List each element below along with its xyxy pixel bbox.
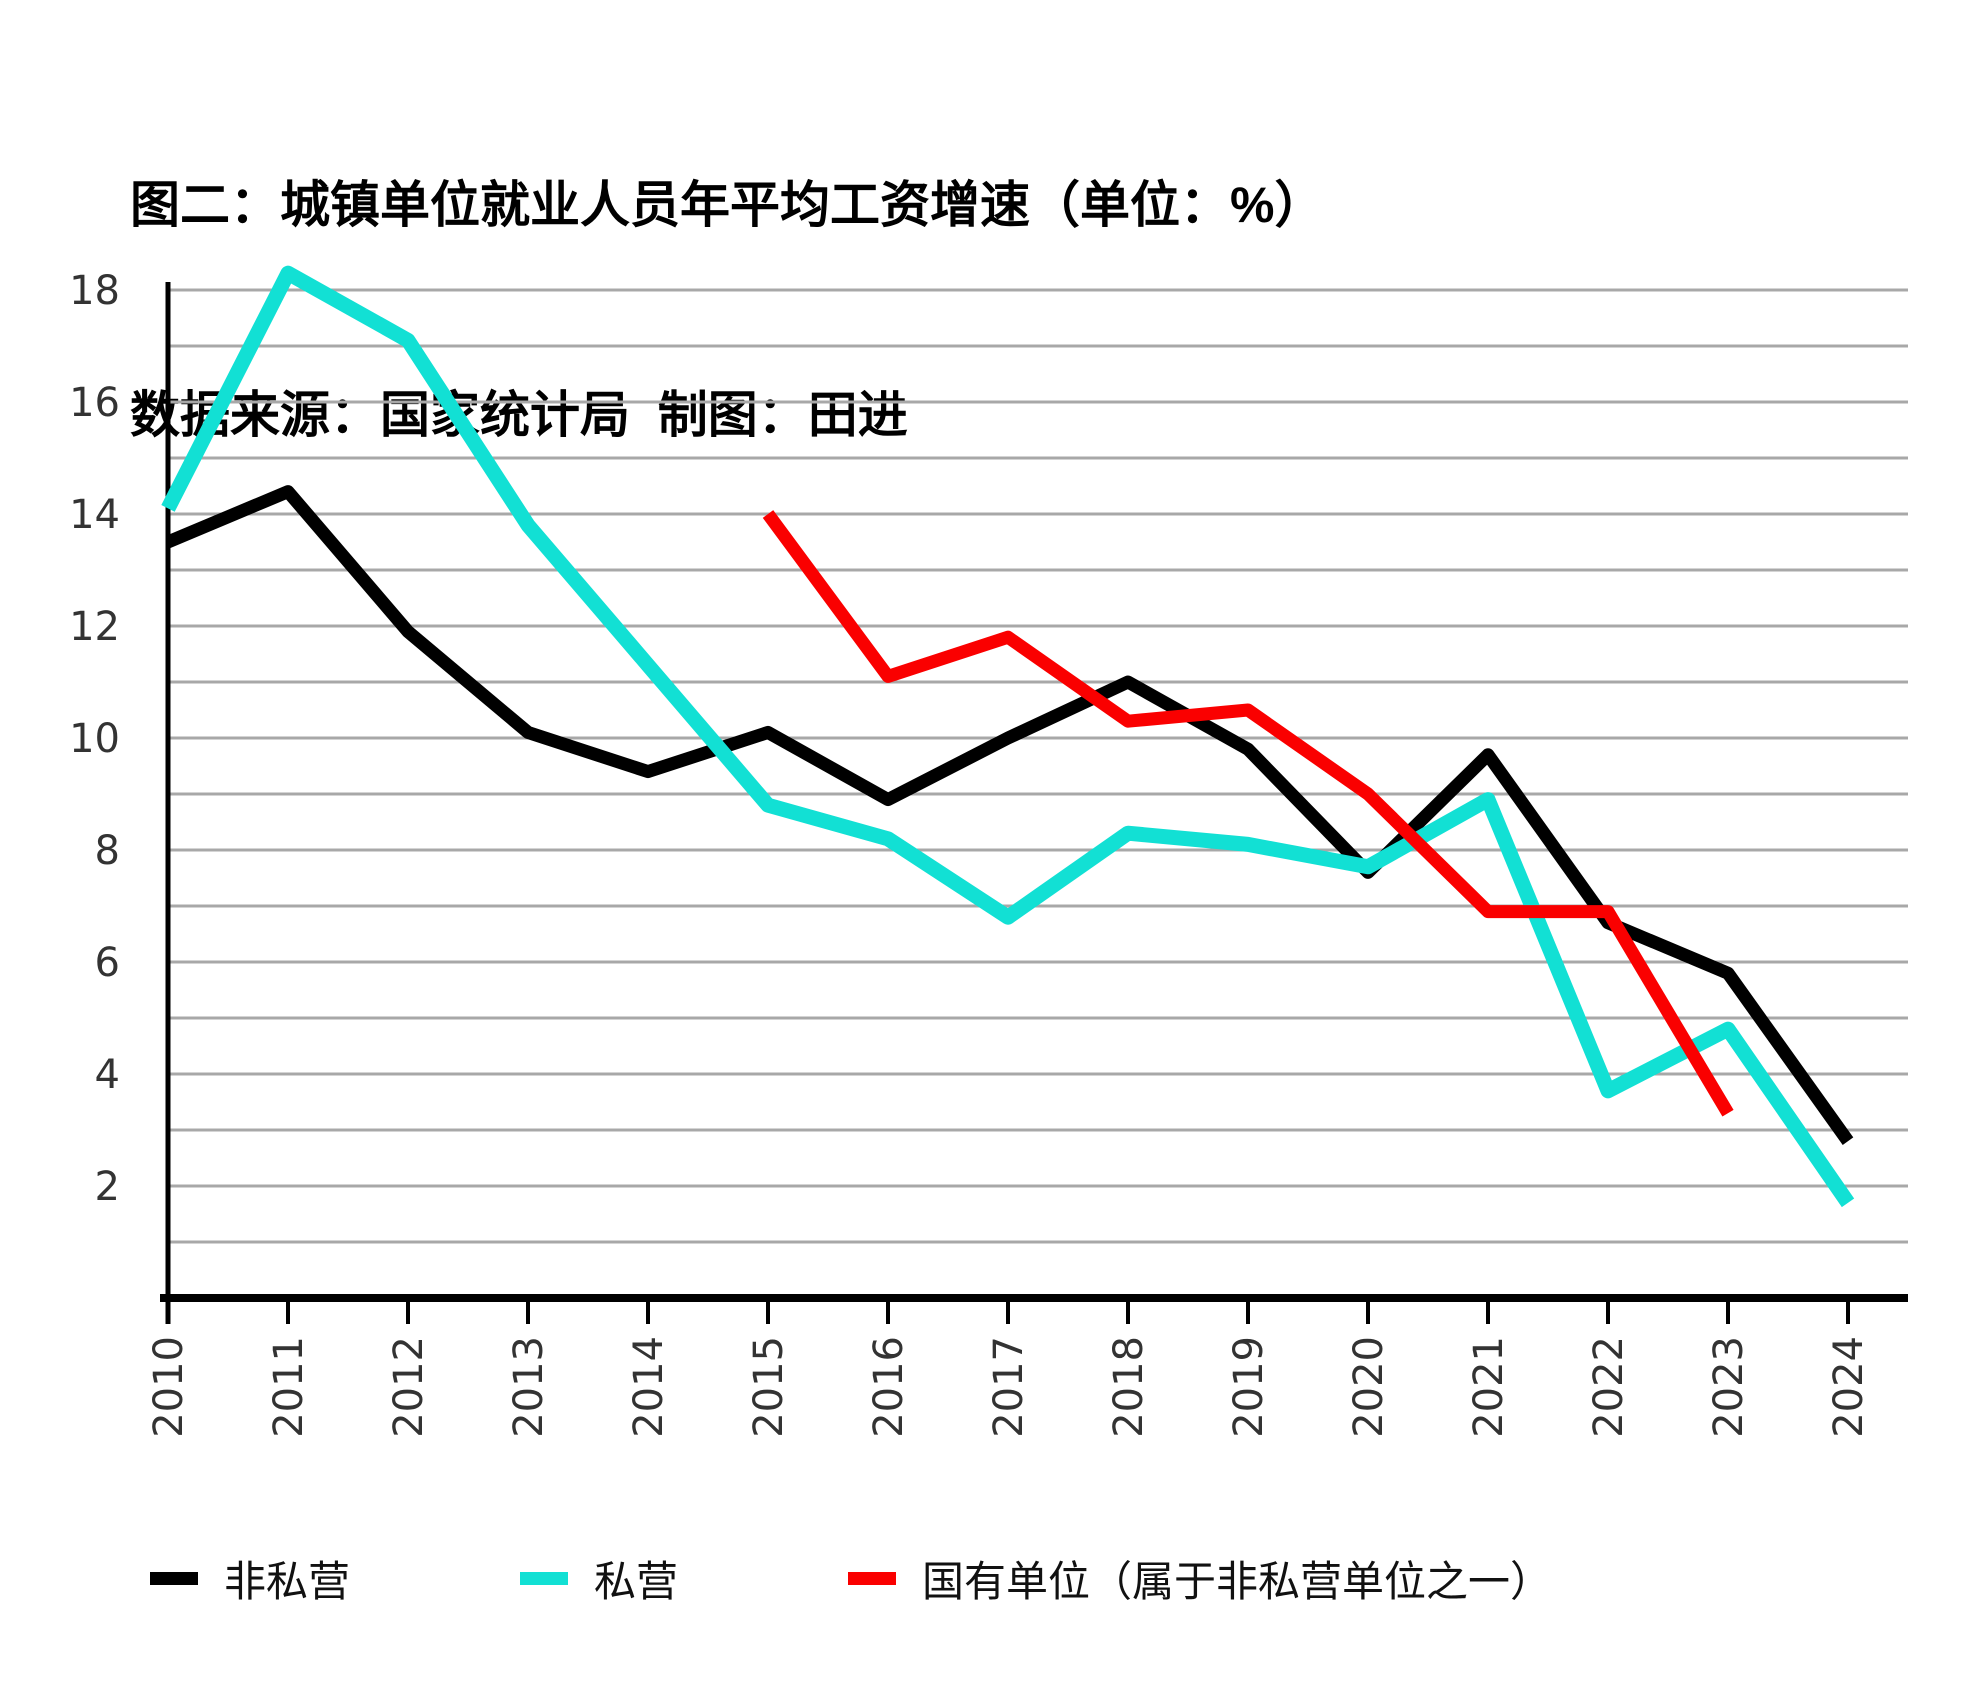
- non-private-line: [165, 485, 1854, 1145]
- state-owned-line: [762, 510, 1734, 1117]
- y-axis-tick-label: 6: [95, 940, 120, 986]
- y-axis-tick-label: 8: [95, 828, 120, 874]
- x-axis-year-label: 2023: [1706, 1336, 1752, 1438]
- x-axis-year-label: 2019: [1226, 1336, 1272, 1438]
- legend-item-state-owned: 国有单位（属于非私营单位之一）: [848, 1548, 1552, 1609]
- x-axis-year-label: 2014: [626, 1336, 672, 1438]
- x-axis-year-label: 2022: [1586, 1336, 1632, 1438]
- y-axis-tick-label: 14: [69, 492, 120, 538]
- title-block: 图二：城镇单位就业人员年平均工资增速（单位：%） 数据来源：国家统计局 制图：田…: [130, 30, 1324, 590]
- y-axis-tick-label: 16: [69, 380, 120, 426]
- x-axis-year-label: 2018: [1106, 1336, 1152, 1438]
- y-axis-tick-label: 18: [69, 268, 120, 314]
- y-axis-tick-label: 4: [95, 1052, 120, 1098]
- private-line: [161, 265, 1855, 1208]
- y-axis-tick-label: 10: [69, 716, 120, 762]
- x-axis-year-label: 2012: [386, 1336, 432, 1438]
- private-line-swatch: [520, 1571, 569, 1585]
- x-axis-year-label: 2016: [866, 1336, 912, 1438]
- x-axis-year-label: 2020: [1346, 1336, 1392, 1438]
- chart-title: 图二：城镇单位就业人员年平均工资增速（单位：%）: [130, 177, 1325, 233]
- x-axis-year-label: 2011: [266, 1336, 312, 1438]
- x-axis-year-label: 2010: [146, 1336, 192, 1438]
- x-axis-year-label: 2024: [1826, 1336, 1872, 1438]
- x-axis-year-label: 2013: [506, 1336, 552, 1438]
- y-axis-tick-label: 12: [69, 604, 120, 650]
- legend-item-private: 私营: [520, 1548, 678, 1609]
- legend-label-private: 私营: [594, 1557, 679, 1605]
- chart-legend: 非私营 私营 国有单位（属于非私营单位之一）: [150, 1548, 1552, 1608]
- x-axis-year-label: 2017: [986, 1336, 1032, 1438]
- legend-label-state-owned: 国有单位（属于非私营单位之一）: [922, 1557, 1553, 1605]
- state-owned-line-swatch: [848, 1571, 897, 1585]
- legend-label-non-private: 非私营: [224, 1557, 351, 1605]
- x-axis-year-label: 2021: [1466, 1336, 1512, 1438]
- y-axis-tick-label: 2: [95, 1164, 120, 1210]
- non-private-line-swatch: [150, 1571, 198, 1585]
- legend-item-non-private: 非私营: [150, 1548, 350, 1609]
- x-axis-year-label: 2015: [746, 1336, 792, 1438]
